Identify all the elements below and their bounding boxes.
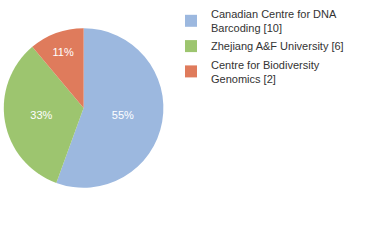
svg-text:11%: 11% (53, 46, 74, 58)
svg-text:55%: 55% (112, 109, 134, 121)
svg-text:Canadian Centre for DNABarcodi: Canadian Centre for DNABarcoding [10] (211, 8, 337, 34)
svg-text:Centre for BiodiversityGenomic: Centre for BiodiversityGenomics [2] (211, 59, 320, 85)
svg-text:Zhejiang A&F University [6]: Zhejiang A&F University [6] (211, 40, 344, 52)
svg-text:33%: 33% (30, 109, 52, 121)
